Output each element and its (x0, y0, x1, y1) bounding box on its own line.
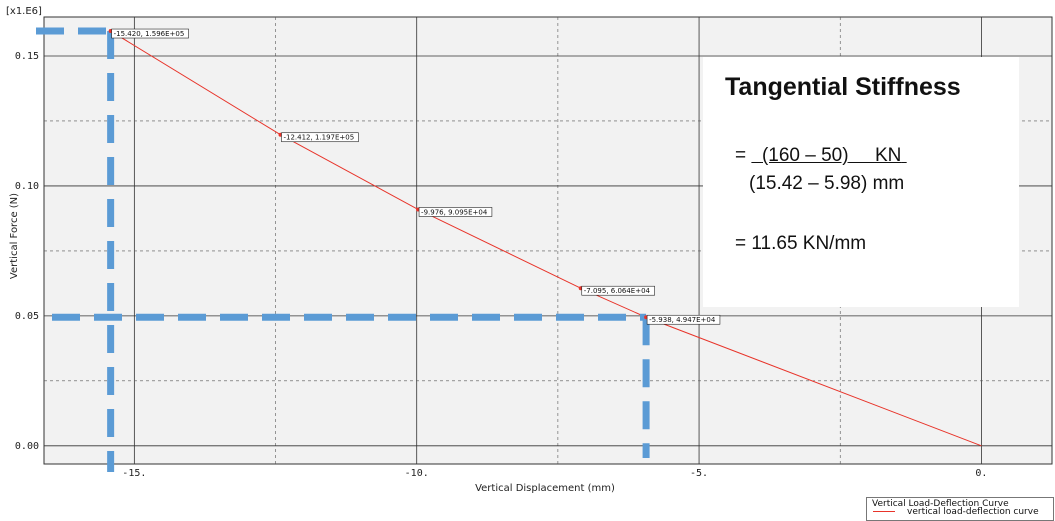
annotation-title: Tangential Stiffness (725, 73, 961, 101)
y-axis-label: Vertical Force (N) (9, 193, 20, 279)
stiffness-annotation-box: Tangential Stiffness = (160 – 50) KN (15… (703, 57, 1019, 307)
curve-group (110, 30, 982, 447)
legend-swatch (873, 511, 895, 512)
x-axis-label: Vertical Displacement (mm) (475, 483, 615, 494)
annotation-numerator: (160 – 50) KN (761, 145, 902, 166)
x-tick-label: 0. (975, 468, 987, 479)
annotation-equals: = (735, 145, 747, 166)
y-tick-label: 0.00 (15, 441, 39, 452)
y-multiplier-label: [x1.E6] (6, 6, 42, 17)
y-tick-label: 0.15 (15, 51, 39, 62)
point-label-box (581, 285, 655, 296)
grid-lines (44, 17, 1052, 464)
annotation-result: = 11.65 KN/mm (735, 233, 867, 254)
point-label: -9.976, 9.095E+04 (421, 208, 488, 216)
point-label-box (111, 28, 189, 39)
point-label: -7.095, 6.064E+04 (584, 287, 651, 295)
point-label-box (281, 132, 359, 143)
x-tick-label: -15. (122, 468, 146, 479)
point-labels-group: -15.420, 1.596E+05 -12.412, 1.197E+05 -9.9… (108, 28, 721, 325)
series-line (110, 30, 982, 447)
y-tick-label: 0.10 (15, 181, 39, 192)
point-label: -5.938, 4.947E+04 (649, 316, 716, 324)
point-label: -12.412, 1.197E+05 (283, 134, 354, 142)
legend: Vertical Load-Deflection Curve vertical … (866, 497, 1054, 521)
guide-lines-group (36, 27, 650, 472)
point-label-box (418, 207, 493, 217)
point-label: -15.420, 1.596E+05 (114, 30, 185, 38)
x-tick-label: -5. (690, 468, 708, 479)
point-label-box (646, 314, 721, 325)
legend-title: Vertical Load-Deflection Curve (872, 499, 1009, 509)
annotation-denominator: (15.42 – 5.98) mm (749, 173, 905, 194)
legend-series-label: vertical load-deflection curve (907, 507, 1039, 517)
y-tick-label: 0.05 (15, 311, 39, 322)
x-tick-label: -10. (405, 468, 429, 479)
annotation-numerator-line: = (160 – 50) KN (735, 145, 907, 167)
tick-labels-group: -15. -10. -5. 0. 0.00 0.05 0.10 0.15 (15, 51, 988, 479)
